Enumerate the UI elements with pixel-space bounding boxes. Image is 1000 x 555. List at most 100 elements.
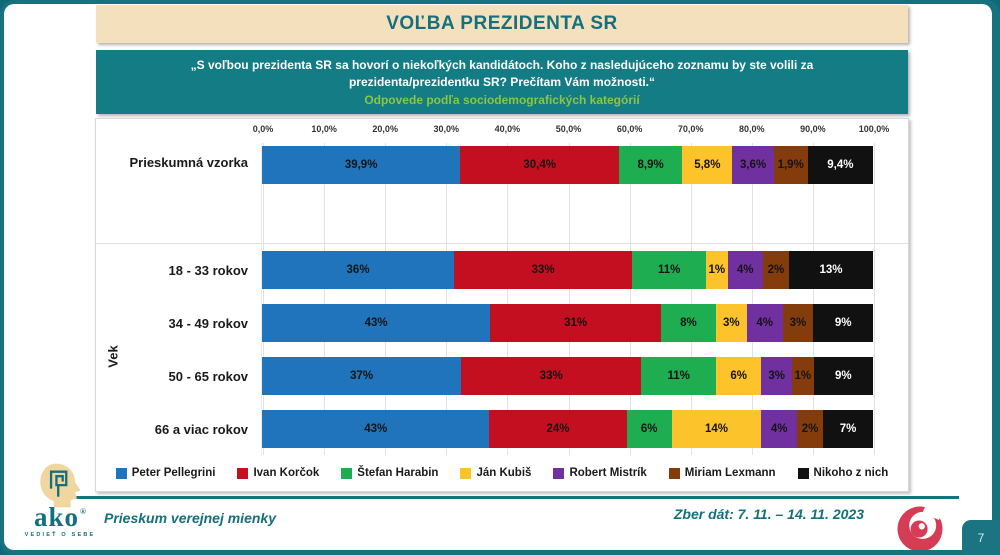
bar-segment: 3,6% <box>732 146 774 184</box>
bar-segment: 37% <box>262 357 462 395</box>
title-bar: VOĽBA PREZIDENTA SR <box>96 5 908 43</box>
bar-segment: 1% <box>792 357 814 395</box>
page-number-tab: 7 <box>962 520 1000 555</box>
bar-segment: 4% <box>761 410 797 448</box>
legend-item: Robert Mistrík <box>553 467 647 479</box>
bar-value-label: 6% <box>730 370 747 382</box>
chart: 0,0% 10,0% 20,0% 30,0% 40,0% 50,0% 60,0% 70,0% 8… <box>95 118 909 492</box>
bar-segment: 8% <box>661 304 716 342</box>
page-title: VOĽBA PREZIDENTA SR <box>386 13 618 34</box>
bar-value-label: 1,9% <box>777 159 804 171</box>
x-axis-tick: 10,0% <box>311 124 337 134</box>
legend-label: Peter Pellegrini <box>131 467 216 479</box>
stacked-bar: 43% 31% 8% 3% 4% 3% 9% <box>262 304 873 342</box>
bar-segment: 14% <box>671 410 762 448</box>
bar-segment: 9% <box>813 357 873 395</box>
bar-value-label: 4% <box>736 264 754 276</box>
bar-value-label: 4% <box>756 317 773 329</box>
legend-label: Miriam Lexmann <box>684 467 776 479</box>
legend-color-icon <box>797 467 809 479</box>
bar-segment: 11% <box>632 251 707 289</box>
x-axis-tick: 0,0% <box>252 124 274 134</box>
spiral-logo-icon <box>897 502 944 550</box>
bar-value-label: 5,8% <box>694 159 721 171</box>
bar-segment: 7% <box>823 410 874 448</box>
bar-value-label: 3% <box>768 370 785 382</box>
bar-value-label: 3,6% <box>739 159 767 171</box>
question-box: „S voľbou prezidenta SR sa hovorí o niek… <box>96 50 908 114</box>
survey-type-label: Prieskum verejnej mienky <box>104 510 276 526</box>
bar-segment: 2% <box>796 410 824 448</box>
stacked-bar: 37% 33% 11% 6% 3% 1% 9% <box>262 357 873 395</box>
bar-segment: 33% <box>454 251 633 289</box>
bar-value-label: 33% <box>539 370 563 382</box>
category-label: Prieskumná vzorka <box>96 143 262 243</box>
bar-segment: 6% <box>626 410 672 448</box>
bar-value-label: 2% <box>801 423 819 435</box>
bar-value-label: 1% <box>708 264 726 276</box>
logo-wordmark: ako® <box>33 502 87 532</box>
bar-segment: 39,9% <box>262 146 461 184</box>
category-label: 34 - 49 rokov <box>96 297 262 350</box>
bar-value-label: 11% <box>667 370 690 382</box>
bar-segment: 36% <box>262 251 455 289</box>
legend-item: Ivan Korčok <box>237 467 319 479</box>
x-axis-tick: 50,0% <box>555 124 582 134</box>
x-axis-tick: 100,0% <box>858 124 890 134</box>
bar-value-label: 43% <box>364 317 388 329</box>
legend: Peter Pellegrini Ivan Korčok Štefan Harabi… <box>96 461 908 485</box>
legend-color-icon <box>115 467 127 479</box>
bar-track: 36% 33% 11% 1% 4% 2% 13% <box>262 244 873 297</box>
question-subtext: Odpovede podľa sociodemografických kateg… <box>364 93 640 108</box>
legend-item: Miriam Lexmann <box>668 467 776 479</box>
bar-segment: 1,9% <box>773 146 808 184</box>
bar-value-label: 13% <box>819 264 843 276</box>
bar-track: 39,9% 30,4% 8,9% 5,8% 3,6% 1,9% 9,4% <box>262 143 873 243</box>
bar-track: 37% 33% 11% 6% 3% 1% 9% <box>262 350 873 403</box>
bar-value-label: 8,9% <box>637 159 664 171</box>
age-group: 18 - 33 rokov 36% 33% 11% 1% 4% 2% 13% 34 - 49 r… <box>96 243 908 456</box>
bar-value-label: 1% <box>794 370 812 382</box>
collection-dates-label: Zber dát: 7. 11. – 14. 11. 2023 <box>673 506 864 522</box>
bar-track: 43% 24% 6% 14% 4% 2% 7% <box>262 403 874 456</box>
category-label: 66 a viac rokov <box>96 403 262 456</box>
x-axis-tick: 30,0% <box>433 124 460 134</box>
logo-tagline: VEDIEŤ O SEBE <box>24 531 96 538</box>
bar-segment: 1% <box>706 251 728 289</box>
bar-value-label: 14% <box>705 423 729 435</box>
bar-segment: 11% <box>641 357 717 395</box>
bar-value-label: 2% <box>767 264 785 276</box>
bar-value-label: 11% <box>657 264 681 276</box>
bar-segment: 6% <box>716 357 762 395</box>
legend-item: Nikoho z nich <box>797 467 888 479</box>
bar-segment: 9,4% <box>807 146 873 184</box>
bar-segment: 3% <box>715 304 747 342</box>
legend-color-icon <box>237 467 249 479</box>
bar-segment: 3% <box>761 357 793 395</box>
bar-segment: 4% <box>746 304 783 342</box>
x-axis-tick: 20,0% <box>372 124 398 134</box>
legend-color-icon <box>668 467 680 479</box>
ako-logo: ako® VEDIEŤ O SEBE <box>16 461 104 538</box>
chart-row: 18 - 33 rokov 36% 33% 11% 1% 4% 2% 13% <box>96 244 908 297</box>
bar-value-label: 43% <box>364 423 388 435</box>
chart-row: 34 - 49 rokov 43% 31% 8% 3% 4% 3% 9% <box>96 297 908 350</box>
legend-label: Robert Mistrík <box>569 467 647 479</box>
x-axis-tick: 70,0% <box>677 124 704 134</box>
head-logo-icon <box>40 463 81 508</box>
footer-divider <box>75 496 959 499</box>
bar-value-label: 37% <box>350 370 374 382</box>
bar-value-label: 24% <box>546 423 570 435</box>
bar-value-label: 36% <box>346 264 370 276</box>
x-axis-tick: 40,0% <box>494 124 521 134</box>
legend-label: Štefan Harabin <box>357 467 439 479</box>
chart-row: 66 a viac rokov 43% 24% 6% 14% 4% 2% 7% <box>96 403 908 456</box>
legend-item: Peter Pellegrini <box>115 467 216 479</box>
question-text: „S voľbou prezidenta SR sa hovorí o niek… <box>190 57 814 89</box>
chart-row: 50 - 65 rokov 37% 33% 11% 6% 3% 1% 9% <box>96 350 908 403</box>
x-axis-tick: 90,0% <box>800 124 826 134</box>
slide-page: VOĽBA PREZIDENTA SR „S voľbou prezidenta… <box>4 4 992 550</box>
bar-value-label: 7% <box>839 423 857 435</box>
bar-value-label: 6% <box>640 423 658 435</box>
chart-row: Prieskumná vzorka 39,9% 30,4% 8,9% 5,8% 3,6% 1… <box>96 143 908 243</box>
